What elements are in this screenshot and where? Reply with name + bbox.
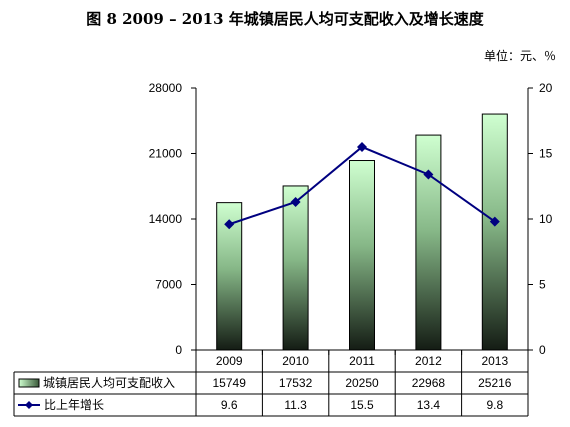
- table-cell-growth: 9.6: [221, 398, 238, 412]
- x-tick-label: 2011: [349, 354, 375, 368]
- y-left-tick-label: 14000: [149, 212, 183, 226]
- x-tick-label: 2010: [282, 354, 309, 368]
- x-tick-label: 2013: [481, 354, 508, 368]
- legend-bar-label: 城镇居民人均可支配收入: [43, 376, 175, 390]
- table-cell-growth: 13.4: [417, 398, 441, 412]
- chart-title: 图 8 2009 – 2013 年城镇居民人均可支配收入及增长速度: [86, 10, 484, 28]
- x-tick-label: 2009: [216, 354, 243, 368]
- y-left-tick-label: 21000: [149, 147, 183, 161]
- y-right-tick-label: 5: [539, 278, 546, 292]
- legend-bar-swatch: [18, 378, 40, 388]
- bar: [415, 134, 442, 351]
- bar: [349, 160, 375, 351]
- y-right-tick-label: 20: [539, 81, 553, 95]
- bar: [282, 185, 309, 351]
- table-cell-income: 22968: [412, 376, 446, 390]
- table-cell-growth: 15.5: [350, 398, 374, 412]
- line-point: [224, 219, 235, 230]
- table-cell-income: 17532: [279, 376, 313, 390]
- legend-line-marker: [25, 401, 33, 409]
- table-cell-income: 20250: [345, 376, 379, 390]
- x-tick-label: 2012: [415, 354, 442, 368]
- y-left-tick-label: 0: [175, 343, 182, 357]
- table-cell-income: 15749: [213, 376, 247, 390]
- table-cell-growth: 9.8: [486, 398, 503, 412]
- unit-label: 单位：元、％: [483, 49, 556, 63]
- line-point: [290, 196, 301, 207]
- y-right-tick-label: 0: [539, 343, 546, 357]
- table-cell-growth: 11.3: [284, 398, 307, 412]
- table-cell-income: 25216: [478, 376, 512, 390]
- bar: [481, 113, 508, 351]
- line-point: [423, 169, 434, 180]
- y-right-tick-label: 10: [539, 212, 553, 226]
- y-left-tick-label: 7000: [155, 278, 182, 292]
- line-point: [489, 216, 500, 227]
- legend-line-label: 比上年增长: [44, 398, 104, 412]
- line-point: [357, 141, 367, 152]
- y-left-tick-label: 28000: [149, 81, 183, 95]
- y-right-tick-label: 15: [539, 147, 553, 161]
